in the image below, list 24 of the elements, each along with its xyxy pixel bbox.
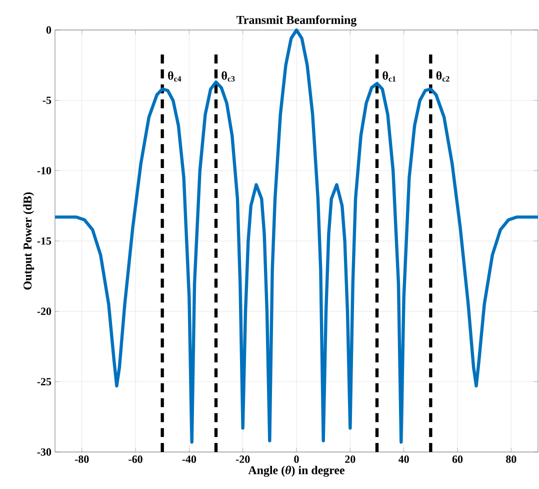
y-axis-title: Output Power (dB) — [23, 192, 34, 290]
x-tick-label: -40 — [182, 456, 196, 463]
x-tick-label: 0 — [294, 456, 299, 463]
x-tick-label: 40 — [398, 456, 409, 463]
ref-line-label: θ$_{c1}$ — [382, 71, 396, 82]
y-tick-label: -20 — [37, 308, 52, 316]
ref-line-label: θ$_{c2}$ — [436, 71, 450, 82]
line-series — [53, 28, 539, 444]
x-tick-label: -60 — [128, 456, 142, 463]
x-tick-label: -20 — [236, 456, 250, 463]
ref-line-label: θ$_{c3}$ — [222, 71, 235, 82]
ref-line-label: θ$_{c4}$ — [168, 71, 182, 82]
chart-title: Transmit Beamforming — [236, 15, 357, 26]
x-tick-label: 60 — [452, 456, 463, 463]
x-tick-label: -80 — [74, 456, 89, 463]
x-tick-label: 20 — [345, 456, 356, 463]
y-tick-label: 0 — [46, 26, 52, 34]
x-tick-label: 80 — [506, 456, 516, 463]
y-tick-label: -25 — [37, 378, 52, 386]
x-axis-title: Angle (θ) in degree — [248, 466, 345, 477]
y-tick-label: -5 — [42, 96, 52, 104]
y-tick-label: -15 — [37, 237, 52, 245]
y-tick-label: -30 — [37, 448, 52, 456]
y-tick-label: -10 — [37, 166, 52, 174]
